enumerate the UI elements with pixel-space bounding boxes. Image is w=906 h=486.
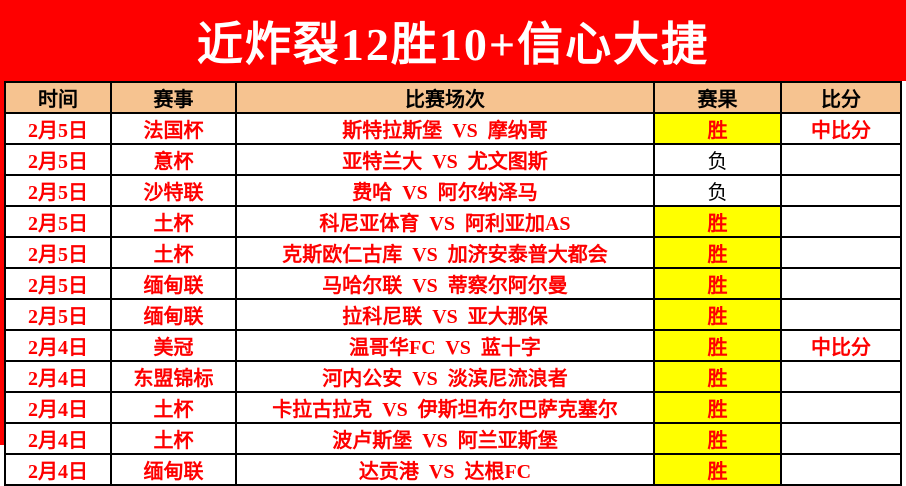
cell-result: 胜 <box>653 360 782 393</box>
cell-time: 2月4日 <box>4 453 112 486</box>
cell-score <box>780 174 902 207</box>
cell-score <box>780 391 902 424</box>
results-table: 时间 赛事 比赛场次 赛果 比分 2月5日 法国杯 斯特拉斯堡 VS 摩纳哥胜中比分… <box>4 81 902 486</box>
title-banner: 近炸裂12胜10+信心大捷 <box>0 0 906 81</box>
cell-result: 胜 <box>653 267 782 300</box>
cell-score <box>780 298 902 331</box>
cell-result: 胜 <box>653 298 782 331</box>
cell-time: 2月4日 <box>4 422 112 455</box>
cell-score: 中比分 <box>780 329 902 362</box>
cell-time: 2月5日 <box>4 298 112 331</box>
cell-result: 胜 <box>653 236 782 269</box>
cell-match: 亚特兰大 VS 尤文图斯 <box>235 143 655 176</box>
cell-time: 2月4日 <box>4 360 112 393</box>
column-header-league: 赛事 <box>110 81 237 114</box>
cell-result: 负 <box>653 174 782 207</box>
cell-score <box>780 360 902 393</box>
cell-result: 胜 <box>653 112 782 145</box>
cell-score <box>780 205 902 238</box>
cell-match: 费哈 VS 阿尔纳泽马 <box>235 174 655 207</box>
cell-score: 中比分 <box>780 112 902 145</box>
cell-time: 2月5日 <box>4 174 112 207</box>
table-row: 2月5日 沙特联 费哈 VS 阿尔纳泽马负 <box>4 174 902 207</box>
column-header-result: 赛果 <box>653 81 782 114</box>
cell-league: 缅甸联 <box>110 267 237 300</box>
table-row: 2月5日 缅甸联 马哈尔联 VS 蒂察尔阿尔曼胜 <box>4 267 902 300</box>
left-red-strip <box>0 81 4 445</box>
cell-result: 胜 <box>653 391 782 424</box>
cell-time: 2月5日 <box>4 112 112 145</box>
cell-match: 波卢斯堡 VS 阿兰亚斯堡 <box>235 422 655 455</box>
cell-match: 斯特拉斯堡 VS 摩纳哥 <box>235 112 655 145</box>
cell-match: 温哥华FC VS 蓝十字 <box>235 329 655 362</box>
cell-match: 科尼亚体育 VS 阿利亚加AS <box>235 205 655 238</box>
cell-league: 土杯 <box>110 422 237 455</box>
table-header-row: 时间 赛事 比赛场次 赛果 比分 <box>4 81 902 114</box>
cell-time: 2月5日 <box>4 143 112 176</box>
column-header-score: 比分 <box>780 81 902 114</box>
cell-match: 河内公安 VS 淡滨尼流浪者 <box>235 360 655 393</box>
cell-score <box>780 143 902 176</box>
page-title: 近炸裂12胜10+信心大捷 <box>196 18 710 70</box>
cell-time: 2月5日 <box>4 267 112 300</box>
cell-league: 土杯 <box>110 236 237 269</box>
table-row: 2月4日 土杯 波卢斯堡 VS 阿兰亚斯堡胜 <box>4 422 902 455</box>
cell-league: 土杯 <box>110 205 237 238</box>
cell-score <box>780 267 902 300</box>
cell-score <box>780 453 902 486</box>
table-row: 2月4日 东盟锦标 河内公安 VS 淡滨尼流浪者胜 <box>4 360 902 393</box>
results-table-container: 时间 赛事 比赛场次 赛果 比分 2月5日 法国杯 斯特拉斯堡 VS 摩纳哥胜中比分… <box>4 81 902 486</box>
cell-league: 沙特联 <box>110 174 237 207</box>
cell-result: 胜 <box>653 453 782 486</box>
cell-league: 缅甸联 <box>110 453 237 486</box>
cell-score <box>780 422 902 455</box>
table-row: 2月4日 土杯 卡拉古拉克 VS 伊斯坦布尔巴萨克塞尔胜 <box>4 391 902 424</box>
cell-league: 缅甸联 <box>110 298 237 331</box>
cell-result: 胜 <box>653 205 782 238</box>
cell-league: 土杯 <box>110 391 237 424</box>
cell-league: 东盟锦标 <box>110 360 237 393</box>
table-row: 2月5日 土杯 科尼亚体育 VS 阿利亚加AS 胜 <box>4 205 902 238</box>
cell-time: 2月5日 <box>4 205 112 238</box>
table-row: 2月4日 缅甸联 达贡港 VS 达根FC 胜 <box>4 453 902 486</box>
table-row: 2月4日 美冠 温哥华FC VS 蓝十字胜中比分 <box>4 329 902 362</box>
column-header-time: 时间 <box>4 81 112 114</box>
column-header-match: 比赛场次 <box>235 81 655 114</box>
cell-time: 2月5日 <box>4 236 112 269</box>
table-row: 2月5日 缅甸联 拉科尼联 VS 亚大那保胜 <box>4 298 902 331</box>
cell-league: 美冠 <box>110 329 237 362</box>
cell-score <box>780 236 902 269</box>
cell-match: 达贡港 VS 达根FC <box>235 453 655 486</box>
results-table-body: 2月5日 法国杯 斯特拉斯堡 VS 摩纳哥胜中比分 2月5日 意杯 亚特兰大 VS 尤文图… <box>4 112 902 486</box>
table-row: 2月5日 意杯 亚特兰大 VS 尤文图斯负 <box>4 143 902 176</box>
cell-match: 马哈尔联 VS 蒂察尔阿尔曼 <box>235 267 655 300</box>
cell-league: 法国杯 <box>110 112 237 145</box>
cell-result: 胜 <box>653 422 782 455</box>
table-row: 2月5日 法国杯 斯特拉斯堡 VS 摩纳哥胜中比分 <box>4 112 902 145</box>
cell-match: 卡拉古拉克 VS 伊斯坦布尔巴萨克塞尔 <box>235 391 655 424</box>
cell-match: 克斯欧仁古库 VS 加济安泰普大都会 <box>235 236 655 269</box>
cell-time: 2月4日 <box>4 391 112 424</box>
table-row: 2月5日 土杯 克斯欧仁古库 VS 加济安泰普大都会胜 <box>4 236 902 269</box>
cell-result: 胜 <box>653 329 782 362</box>
cell-league: 意杯 <box>110 143 237 176</box>
cell-match: 拉科尼联 VS 亚大那保 <box>235 298 655 331</box>
cell-time: 2月4日 <box>4 329 112 362</box>
cell-result: 负 <box>653 143 782 176</box>
